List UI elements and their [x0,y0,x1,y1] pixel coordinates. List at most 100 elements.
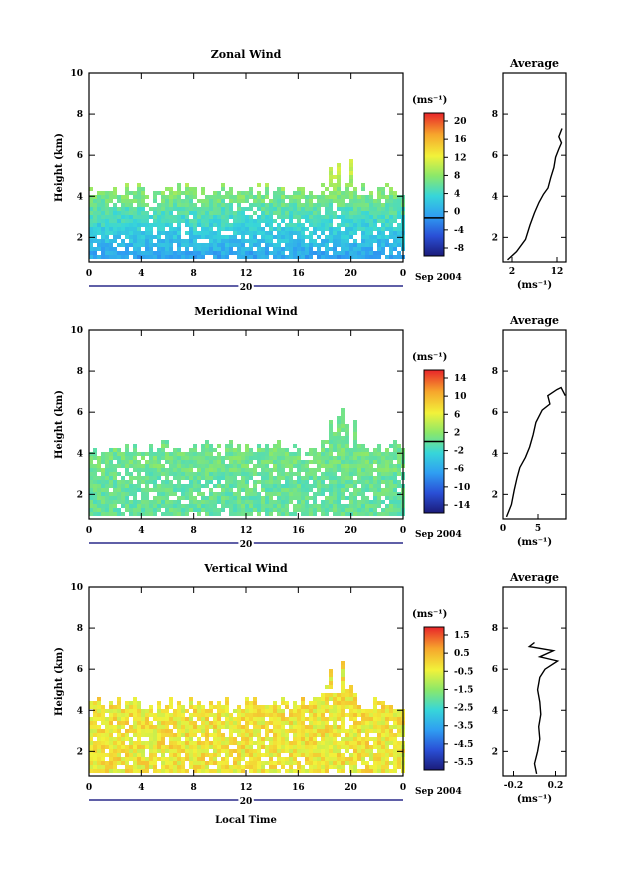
heatmap-cell [325,709,329,713]
heatmap-cell [257,255,261,259]
heatmap-cell [233,476,237,480]
heatmap-cell [337,697,341,701]
heatmap-cell [101,721,105,725]
heatmap-cell [141,452,145,456]
heatmap-cell [285,476,289,480]
heatmap-cell [129,705,133,709]
heatmap-cell [325,211,329,215]
heatmap-cell [325,500,329,504]
heatmap-cell [365,219,369,223]
heatmap-cell [253,243,257,247]
heatmap-cell [93,733,97,737]
heatmap-cell [213,508,217,512]
heatmap-cell [129,741,133,745]
heatmap-cell [257,203,261,207]
panel-title: Meridional Wind [194,305,298,318]
heatmap-cell [201,223,205,227]
heatmap-cell [257,444,261,448]
heatmap-cell [333,195,337,199]
heatmap-cell [233,721,237,725]
heatmap-cell [145,721,149,725]
heatmap-cell [393,227,397,231]
heatmap-cell [89,468,93,472]
heatmap-cell [297,207,301,211]
heatmap-cell [129,211,133,215]
heatmap-cell [253,709,257,713]
heatmap-cell [157,757,161,761]
heatmap-cell [301,464,305,468]
heatmap-cell [121,203,125,207]
heatmap-cell [101,223,105,227]
heatmap-cell [341,251,345,255]
heatmap-cell [269,219,273,223]
heatmap-cell [241,769,245,773]
heatmap-cell [113,729,117,733]
heatmap-cell [137,203,141,207]
heatmap-cell [317,476,321,480]
heatmap-cell [257,480,261,484]
heatmap-cell [305,215,309,219]
heatmap-cell [273,500,277,504]
heatmap-cell [113,223,117,227]
heatmap-cell [241,231,245,235]
heatmap-cell [149,239,153,243]
heatmap-cell [289,251,293,255]
heatmap-cell [133,460,137,464]
heatmap-cell [269,749,273,753]
heatmap-cell [197,512,201,516]
heatmap-cell [177,725,181,729]
heatmap-cell [229,247,233,251]
heatmap-cell [273,243,277,247]
heatmap-cell [133,243,137,247]
heatmap-cell [89,705,93,709]
heatmap-cell [293,203,297,207]
heatmap-cell [261,227,265,231]
heatmap-cell [149,757,153,761]
heatmap-cell [213,705,217,709]
heatmap-cell [393,761,397,765]
heatmap-cell [337,420,341,424]
heatmap-cell [113,749,117,753]
heatmap-cell [309,452,313,456]
heatmap-cell [209,476,213,480]
heatmap-cell [345,255,349,259]
heatmap-cell [161,709,165,713]
heatmap-cell [385,480,389,484]
heatmap-cell [329,235,333,239]
heatmap-cell [353,693,357,697]
heatmap-cell [201,729,205,733]
heatmap-cell [245,255,249,259]
heatmap-cell [181,745,185,749]
heatmap-cell [293,512,297,516]
heatmap-cell [137,464,141,468]
heatmap-cell [277,199,281,203]
heatmap-cell [321,761,325,765]
heatmap-cell [189,757,193,761]
heatmap-cell [101,741,105,745]
heatmap-cell [321,765,325,769]
heatmap-cell [89,741,93,745]
heatmap-cell [345,460,349,464]
heatmap-cell [313,725,317,729]
heatmap-cell [97,508,101,512]
heatmap-cell [297,500,301,504]
heatmap-cell [245,464,249,468]
heatmap-cell [397,448,401,452]
heatmap-cell [237,484,241,488]
heatmap-cell [121,725,125,729]
heatmap-cell [325,227,329,231]
heatmap-cell [381,239,385,243]
heatmap-cell [393,215,397,219]
heatmap-cell [153,729,157,733]
heatmap-cell [297,215,301,219]
heatmap-cell [185,512,189,516]
average-x-tick-label: 0 [500,524,506,534]
heatmap-cell [297,219,301,223]
heatmap-cell [313,211,317,215]
heatmap-cell [341,444,345,448]
heatmap-cell [225,488,229,492]
heatmap-cell [265,713,269,717]
heatmap-cell [265,223,269,227]
heatmap-cell [249,717,253,721]
heatmap-cell [309,191,313,195]
